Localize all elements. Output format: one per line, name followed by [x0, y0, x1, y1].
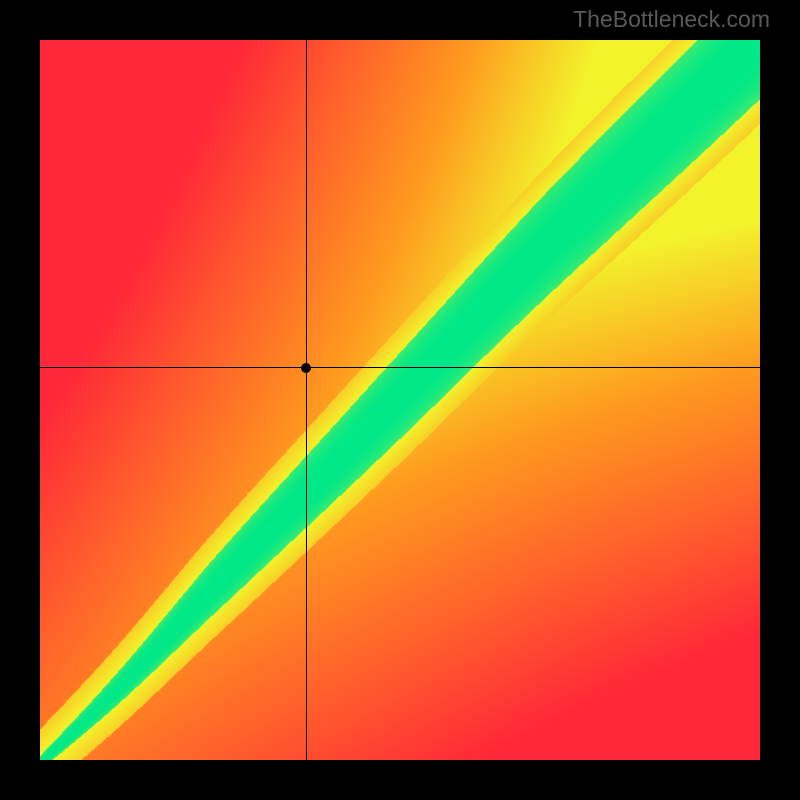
heatmap-canvas	[40, 40, 760, 760]
crosshair-marker	[301, 363, 311, 373]
source-watermark: TheBottleneck.com	[573, 6, 770, 33]
plot-area	[40, 40, 760, 760]
crosshair-vertical	[306, 40, 307, 760]
crosshair-horizontal	[40, 367, 760, 368]
